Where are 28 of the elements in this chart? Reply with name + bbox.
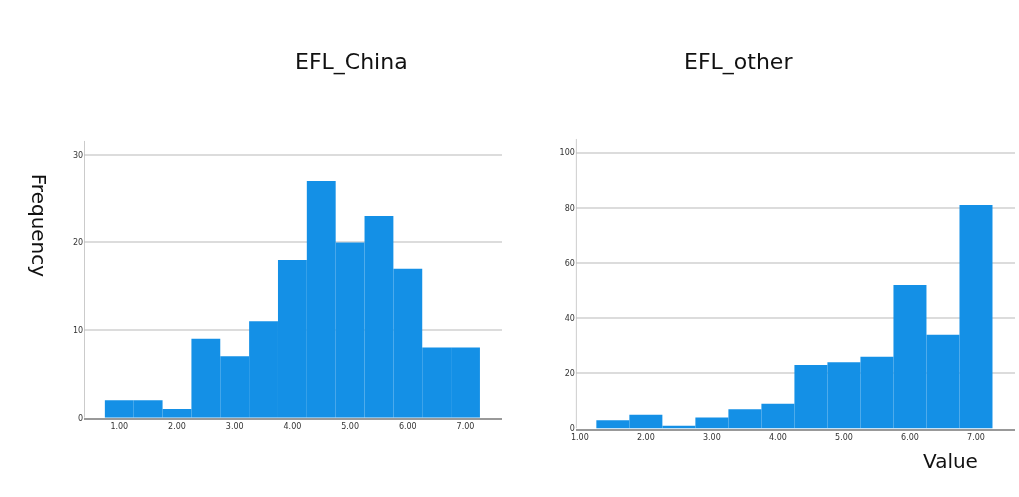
chart-title: EFL_China bbox=[295, 49, 408, 75]
y-tick-label: 20 bbox=[564, 369, 575, 379]
x-tick-label: 3.00 bbox=[702, 432, 721, 442]
y-tick-label: 40 bbox=[564, 313, 575, 323]
y-tick-label: 0 bbox=[569, 424, 575, 434]
x-tick-label: 7.00 bbox=[967, 432, 985, 442]
x-axis-title: Value bbox=[923, 449, 978, 473]
x-tick-label: 6.00 bbox=[398, 422, 417, 432]
x-tick-label: 1.00 bbox=[110, 422, 129, 432]
y-tick-label: 100 bbox=[559, 148, 575, 158]
x-tick-label: 6.00 bbox=[901, 432, 919, 442]
x-tick-label: 7.00 bbox=[456, 422, 475, 432]
x-tick-label: 5.00 bbox=[341, 422, 360, 432]
y-tick-label: 10 bbox=[72, 325, 84, 335]
y-tick-label: 20 bbox=[72, 238, 84, 248]
x-tick-label: 1.00 bbox=[570, 432, 589, 442]
x-tick-label: 4.00 bbox=[769, 432, 787, 442]
y-tick-label: 60 bbox=[564, 258, 575, 268]
x-tick-label: 2.00 bbox=[168, 422, 186, 432]
x-tick-label: 4.00 bbox=[283, 422, 302, 432]
y-tick-label: 0 bbox=[78, 413, 84, 423]
x-tick-label: 5.00 bbox=[835, 432, 853, 442]
y-tick-label: 30 bbox=[72, 150, 84, 160]
x-tick-label: 2.00 bbox=[636, 432, 655, 442]
chart-title: EFL_other bbox=[684, 49, 794, 75]
y-axis-title: Frequency bbox=[26, 173, 51, 278]
x-tick-label: 3.00 bbox=[225, 422, 244, 432]
y-tick-label: 80 bbox=[564, 203, 575, 213]
